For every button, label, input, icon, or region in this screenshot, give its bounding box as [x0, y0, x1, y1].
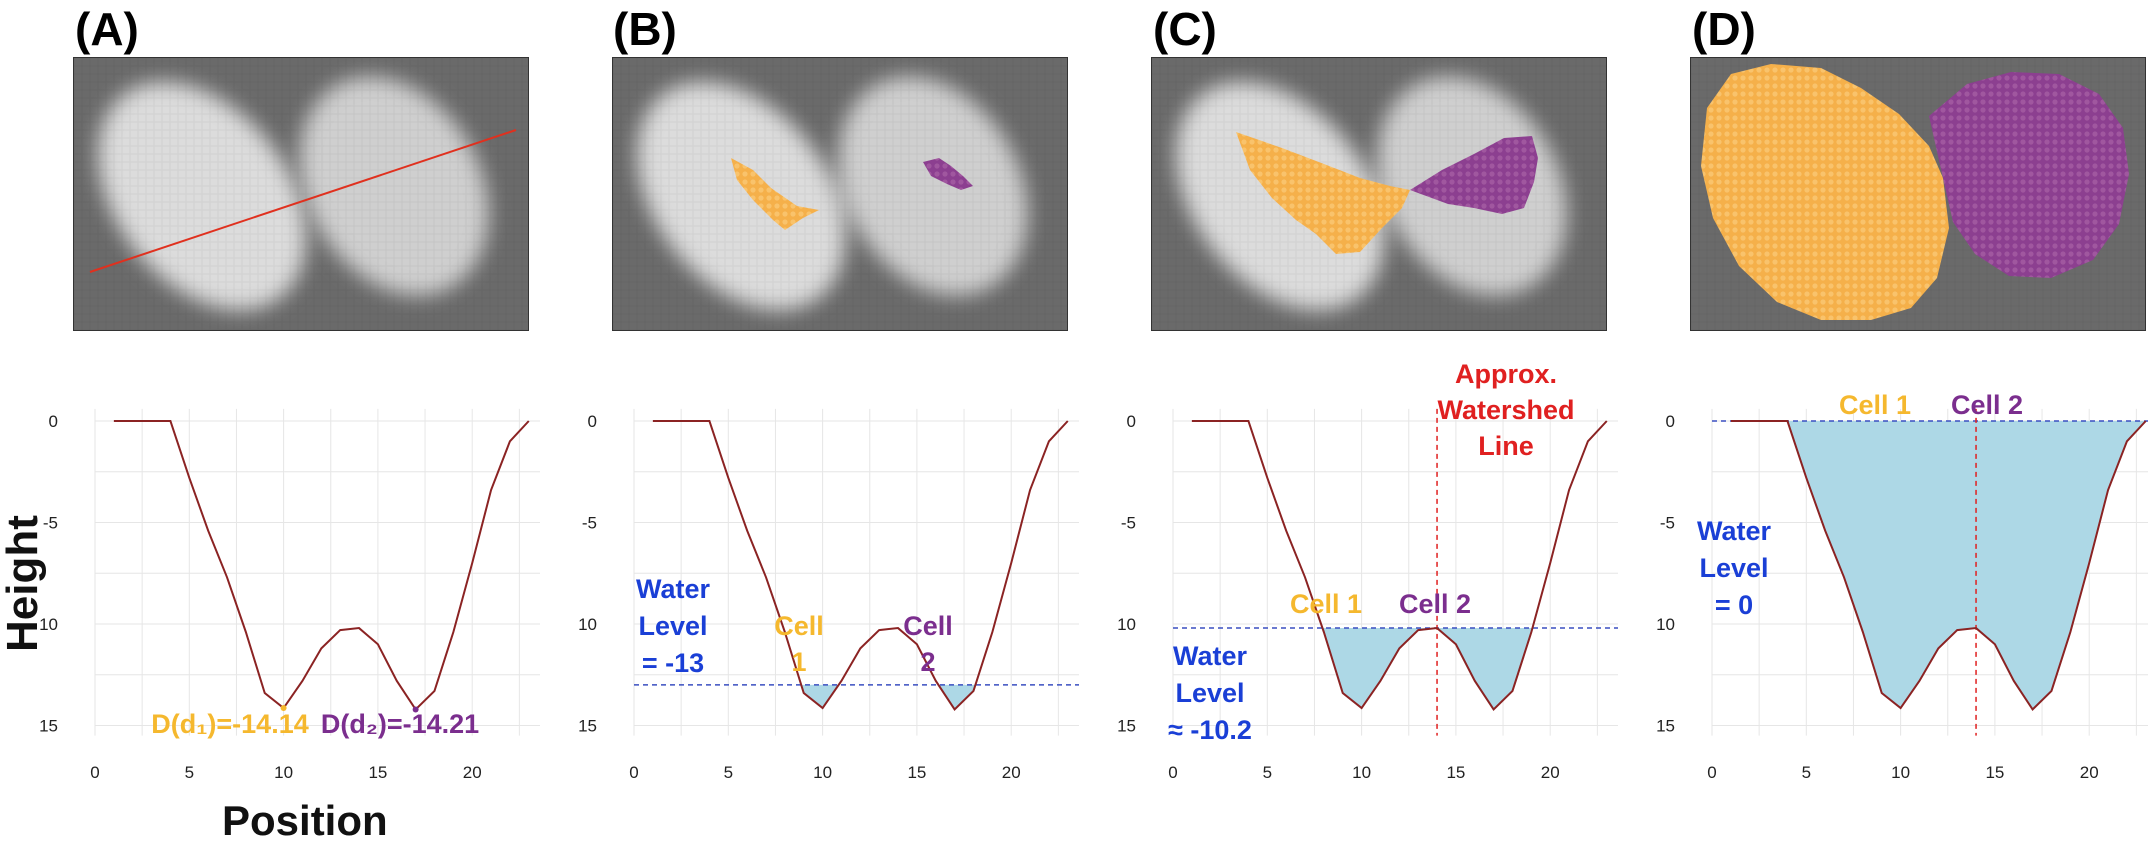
cell-image-a — [73, 57, 529, 331]
annotation-d1: D(d₁)=-14.14 — [151, 709, 308, 739]
annotation-water-level-line-2: = 0 — [1715, 590, 1753, 620]
water-fill — [801, 684, 839, 709]
annotation-cell1-line-0: Cell — [774, 611, 824, 641]
height-profile-plot-a: 0 5 10 15 20 0 -5 -10 -15 D(d₁)=-14.14 D(d₂)=-14.2… — [40, 408, 540, 782]
annotation-water-level-line-1: Level — [1699, 553, 1768, 583]
segmented-cell2 — [1929, 72, 2129, 278]
annotation-water-level-line-0: Water — [1697, 516, 1772, 546]
grown-region-cell2 — [1410, 136, 1538, 214]
annotation-cell2-line-0: Cell — [903, 611, 953, 641]
scan-line — [89, 129, 517, 273]
annotation-water-level-line-1: Level — [638, 611, 707, 641]
y-tick-label: 0 — [49, 412, 58, 431]
y-tick-label: 0 — [1666, 412, 1675, 431]
segmented-cell1 — [1701, 64, 1949, 320]
annotation-watershed-line-line-1: Watershed — [1437, 395, 1574, 425]
y-tick-label: -5 — [1660, 514, 1675, 533]
height-curve — [652, 420, 1069, 712]
water-fill — [1730, 421, 2146, 710]
x-tick-label: 20 — [1002, 763, 1021, 782]
y-tick-label: -15 — [40, 717, 58, 736]
x-tick-label: 5 — [724, 763, 733, 782]
y-tick-label: -5 — [43, 514, 58, 533]
y-tick-label: -10 — [40, 615, 58, 634]
y-tick-label: -10 — [1657, 615, 1675, 634]
annotation-water-level-line-1: Level — [1175, 678, 1244, 708]
y-tick-label: 0 — [588, 412, 597, 431]
annotation-cell1: Cell 1 — [1839, 390, 1911, 420]
x-tick-label: 10 — [1891, 763, 1910, 782]
x-tick-label: 15 — [907, 763, 926, 782]
height-profile-plot-b: 0 5 10 15 20 0 -5 -10 -15 Water Level = -13 Cell 1 Cel… — [579, 408, 1079, 782]
cell-image-d — [1690, 57, 2146, 331]
panel-label-c: (C) — [1153, 3, 1217, 55]
x-tick-label: 20 — [1541, 763, 1560, 782]
annotation-d2: D(d₂)=-14.21 — [321, 709, 479, 739]
height-profile-plot-c: 0 5 10 15 20 0 -5 -10 -15 Cell 1 Cell 2 Water Level ≈… — [1118, 359, 1618, 782]
x-tick-label: 15 — [1446, 763, 1465, 782]
panel-label-b: (B) — [613, 3, 677, 55]
height-profile-plot-d: 0 5 10 15 20 0 -5 -10 -15 Cell 1 Cell 2 Water Level =… — [1657, 390, 2148, 782]
x-tick-label: 5 — [1802, 763, 1811, 782]
minimum-point-d2 — [412, 706, 419, 713]
y-tick-label: -5 — [1121, 514, 1136, 533]
y-tick-label: 0 — [1127, 412, 1136, 431]
y-tick-label: -10 — [579, 615, 597, 634]
annotation-cell1: Cell 1 — [1290, 589, 1362, 619]
y-tick-label: -10 — [1118, 615, 1136, 634]
cell-image-c — [1151, 57, 1607, 331]
annotation-water-level-line-0: Water — [636, 574, 711, 604]
y-tick-label: -15 — [579, 717, 597, 736]
minimum-point-d1 — [280, 705, 287, 712]
seed-region-cell1 — [731, 158, 819, 230]
x-tick-label: 0 — [90, 763, 99, 782]
x-tick-label: 0 — [1707, 763, 1716, 782]
x-tick-label: 10 — [813, 763, 832, 782]
panel-label-d: (D) — [1692, 3, 1756, 55]
x-tick-label: 15 — [1985, 763, 2004, 782]
panel-label-a: (A) — [75, 3, 139, 55]
annotation-watershed-line-line-2: Line — [1478, 431, 1534, 461]
x-tick-label: 10 — [274, 763, 293, 782]
x-tick-label: 0 — [1168, 763, 1177, 782]
annotation-cell2: Cell 2 — [1951, 390, 2023, 420]
cell-image-b — [612, 57, 1068, 331]
annotation-watershed-line-line-0: Approx. — [1455, 359, 1557, 389]
y-tick-label: -15 — [1657, 717, 1675, 736]
y-tick-label: -15 — [1118, 717, 1136, 736]
height-curve — [1730, 420, 2147, 712]
annotation-cell1-line-1: 1 — [791, 647, 806, 677]
grown-region-cell1 — [1236, 132, 1410, 254]
annotation-water-level-line-0: Water — [1173, 641, 1248, 671]
height-curve — [1191, 420, 1608, 712]
annotation-water-level-line-2: = -13 — [642, 648, 704, 678]
annotation-water-level-line-2: ≈ -10.2 — [1168, 715, 1252, 745]
y-tick-label: -5 — [582, 514, 597, 533]
x-tick-label: 15 — [368, 763, 387, 782]
height-curve — [113, 420, 530, 712]
x-tick-label: 5 — [185, 763, 194, 782]
x-tick-label: 5 — [1263, 763, 1272, 782]
water-fill — [1322, 628, 1533, 710]
x-tick-label: 20 — [2080, 763, 2099, 782]
x-tick-label: 20 — [463, 763, 482, 782]
water-fill — [938, 684, 976, 710]
annotation-cell2-line-1: 2 — [920, 647, 935, 677]
annotation-cell2: Cell 2 — [1399, 589, 1471, 619]
x-tick-label: 0 — [629, 763, 638, 782]
seed-region-cell2 — [923, 158, 973, 190]
x-tick-label: 10 — [1352, 763, 1371, 782]
x-axis-title: Position — [222, 797, 388, 844]
